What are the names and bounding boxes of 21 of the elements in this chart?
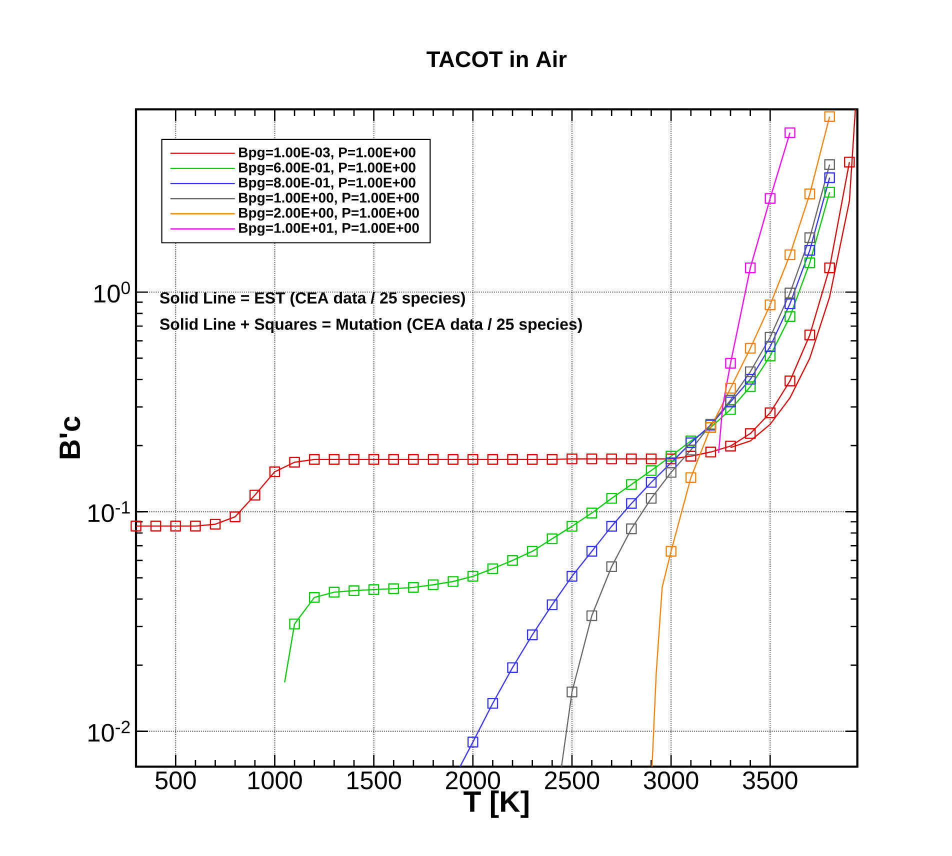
x-tick-label: 3000 [644, 771, 698, 790]
y-axis-title: B'c [60, 416, 80, 458]
legend-label: Bpg=8.00E-01, P=1.00E+00 [239, 178, 416, 190]
legend-label: Bpg=1.00E-03, P=1.00E+00 [239, 147, 416, 160]
y-tick-label: 10$^{0}$ [94, 282, 130, 303]
x-tick-label: 1000 [248, 771, 302, 790]
legend-label: Bpg=6.00E-01, P=1.00E+00 [239, 162, 416, 176]
legend-label: Bpg=2.00E+00, P=1.00E+00 [239, 208, 419, 221]
x-tick-label: 2500 [545, 771, 600, 790]
x-axis-title: T [K] [464, 790, 528, 818]
legend-label: Bpg=1.00E+00, P=1.00E+00 [239, 192, 419, 206]
x-tick-label: 3500 [742, 771, 798, 790]
x-tick-label: 500 [156, 771, 196, 790]
x-tick-label: 2000 [446, 771, 500, 790]
annotation: Solid Line = EST (CEA data / 25 species) [160, 292, 465, 307]
chart-title: TACOT in Air [426, 50, 567, 68]
x-tick-label: 1500 [348, 771, 401, 790]
y-tick-label: 10$^{-2}$ [88, 720, 130, 742]
legend-label: Bpg=1.00E+01, P=1.00E+00 [239, 222, 419, 236]
annotation: Solid Line + Squares = Mutation (CEA data / 25 species) [160, 318, 582, 334]
y-tick-label: 10$^{-1}$ [88, 501, 130, 522]
